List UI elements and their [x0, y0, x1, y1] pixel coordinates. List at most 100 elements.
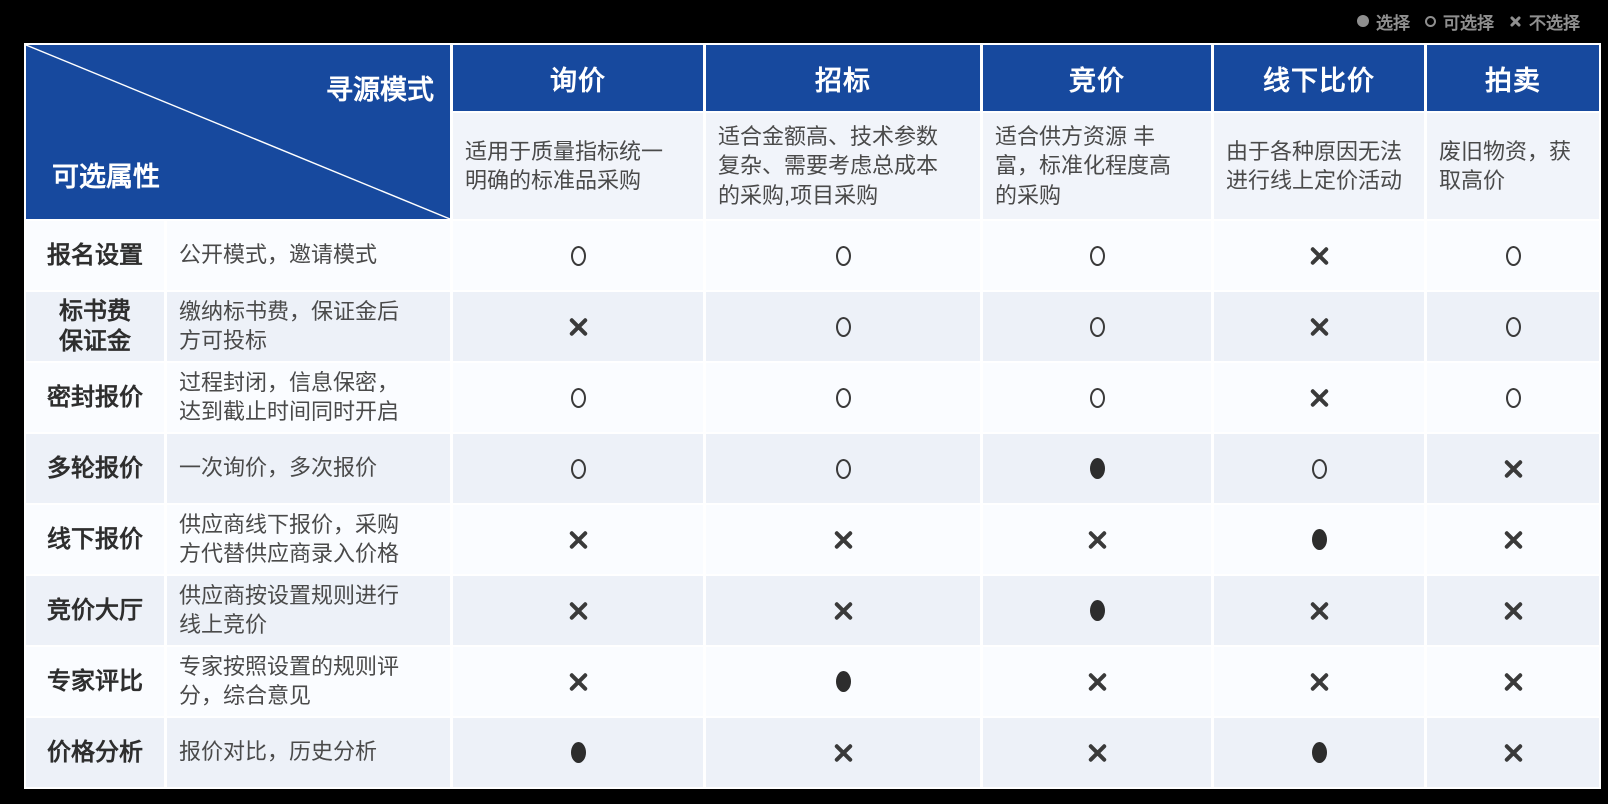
row-description: 供应商线下报价，采购方代替供应商录入价格 [167, 505, 450, 574]
cross-icon [568, 529, 589, 550]
column-header-2: 招标 [706, 45, 980, 111]
dot-icon [570, 742, 586, 763]
circle-icon [1311, 458, 1327, 479]
matrix-cell [706, 434, 980, 503]
matrix-cell [983, 363, 1211, 432]
column-header-3: 竞价 [983, 45, 1211, 111]
cross-icon [1503, 671, 1524, 692]
matrix-cell [453, 718, 703, 787]
matrix-cell [983, 292, 1211, 361]
matrix-cell [706, 576, 980, 645]
matrix-cell [1214, 363, 1424, 432]
cross-icon [1087, 742, 1108, 763]
cross-icon [1503, 742, 1524, 763]
dot-icon [1089, 458, 1105, 479]
row-attribute: 专家评比 [26, 647, 164, 716]
cross-icon [568, 316, 589, 337]
cross-icon [1309, 671, 1330, 692]
matrix-cell [1214, 292, 1424, 361]
cross-icon [1087, 671, 1108, 692]
column-header-1: 询价 [453, 45, 703, 111]
circle-icon [1425, 15, 1436, 27]
matrix-cell [983, 505, 1211, 574]
matrix-cell [983, 434, 1211, 503]
column-header-4: 线下比价 [1214, 45, 1424, 111]
legend-label: 可选择 [1443, 13, 1494, 33]
dot-icon [835, 671, 851, 692]
column-description-3: 适合供方资源 丰富，标准化程度高的采购 [983, 113, 1211, 219]
circle-icon [570, 245, 586, 266]
circle-icon [1089, 245, 1105, 266]
cross-icon [833, 742, 854, 763]
row-attribute: 标书费 保证金 [26, 292, 164, 361]
matrix-cell [453, 505, 703, 574]
legend-item-dot: 选择 [1357, 9, 1410, 34]
cross-icon [1087, 529, 1108, 550]
matrix-cell [1214, 434, 1424, 503]
row-description: 专家按照设置的规则评分，综合意见 [167, 647, 450, 716]
row-attribute: 多轮报价 [26, 434, 164, 503]
row-attribute: 竞价大厅 [26, 576, 164, 645]
matrix-cell [1427, 576, 1599, 645]
circle-icon [1505, 245, 1521, 266]
legend-item-circle: 可选择 [1425, 9, 1494, 34]
matrix-cell [983, 221, 1211, 290]
column-axis-title: 寻源模式 [326, 75, 434, 105]
matrix-cell [453, 363, 703, 432]
diagonal-line [26, 45, 450, 219]
cross-icon [1509, 15, 1522, 28]
dot-icon [1311, 529, 1327, 550]
matrix-cell [706, 292, 980, 361]
circle-icon [835, 387, 851, 408]
row-attribute: 报名设置 [26, 221, 164, 290]
legend: 选择 可选择 不选择 [1357, 7, 1580, 35]
row-description: 供应商按设置规则进行线上竞价 [167, 576, 450, 645]
cross-icon [1309, 245, 1330, 266]
row-description: 一次询价，多次报价 [167, 434, 450, 503]
column-header-5: 拍卖 [1427, 45, 1599, 111]
row-attribute: 价格分析 [26, 718, 164, 787]
matrix-cell [453, 647, 703, 716]
legend-item-cross: 不选择 [1509, 9, 1580, 34]
matrix-cell [453, 576, 703, 645]
cross-icon [833, 529, 854, 550]
column-description-1: 适用于质量指标统一明确的标准品采购 [453, 113, 703, 219]
circle-icon [835, 316, 851, 337]
circle-icon [1089, 387, 1105, 408]
column-description-5: 废旧物资，获取高价 [1427, 113, 1599, 219]
matrix-cell [1214, 505, 1424, 574]
cross-icon [1503, 458, 1524, 479]
row-description: 公开模式，邀请模式 [167, 221, 450, 290]
matrix-cell [706, 505, 980, 574]
comparison-table: 寻源模式 可选属性 询价 招标 竞价 线下比价 拍卖 适用于质量指标统一明确的标准品采购适… [24, 43, 1601, 789]
matrix-cell [706, 221, 980, 290]
cross-icon [1309, 387, 1330, 408]
dot-icon [1311, 742, 1327, 763]
circle-icon [1089, 316, 1105, 337]
corner-header-cell: 寻源模式 可选属性 [26, 45, 450, 219]
circle-icon [835, 458, 851, 479]
matrix-cell [1427, 718, 1599, 787]
legend-label: 不选择 [1529, 13, 1580, 33]
row-description: 报价对比，历史分析 [167, 718, 450, 787]
matrix-cell [706, 363, 980, 432]
matrix-cell [1427, 363, 1599, 432]
column-description-2: 适合金额高、技术参数复杂、需要考虑总成本的采购,项目采购 [706, 113, 980, 219]
matrix-cell [453, 292, 703, 361]
circle-icon [570, 458, 586, 479]
matrix-cell [1214, 718, 1424, 787]
matrix-cell [1214, 647, 1424, 716]
cross-icon [1503, 600, 1524, 621]
circle-icon [1505, 316, 1521, 337]
matrix-cell [1427, 434, 1599, 503]
row-attribute: 线下报价 [26, 505, 164, 574]
cross-icon [568, 600, 589, 621]
column-description-4: 由于各种原因无法进行线上定价活动 [1214, 113, 1424, 219]
legend-label: 选择 [1376, 13, 1410, 33]
matrix-cell [983, 718, 1211, 787]
row-axis-title: 可选属性 [52, 162, 160, 192]
cross-icon [1309, 316, 1330, 337]
matrix-cell [983, 576, 1211, 645]
row-description: 过程封闭，信息保密，达到截止时间同时开启 [167, 363, 450, 432]
matrix-cell [706, 647, 980, 716]
